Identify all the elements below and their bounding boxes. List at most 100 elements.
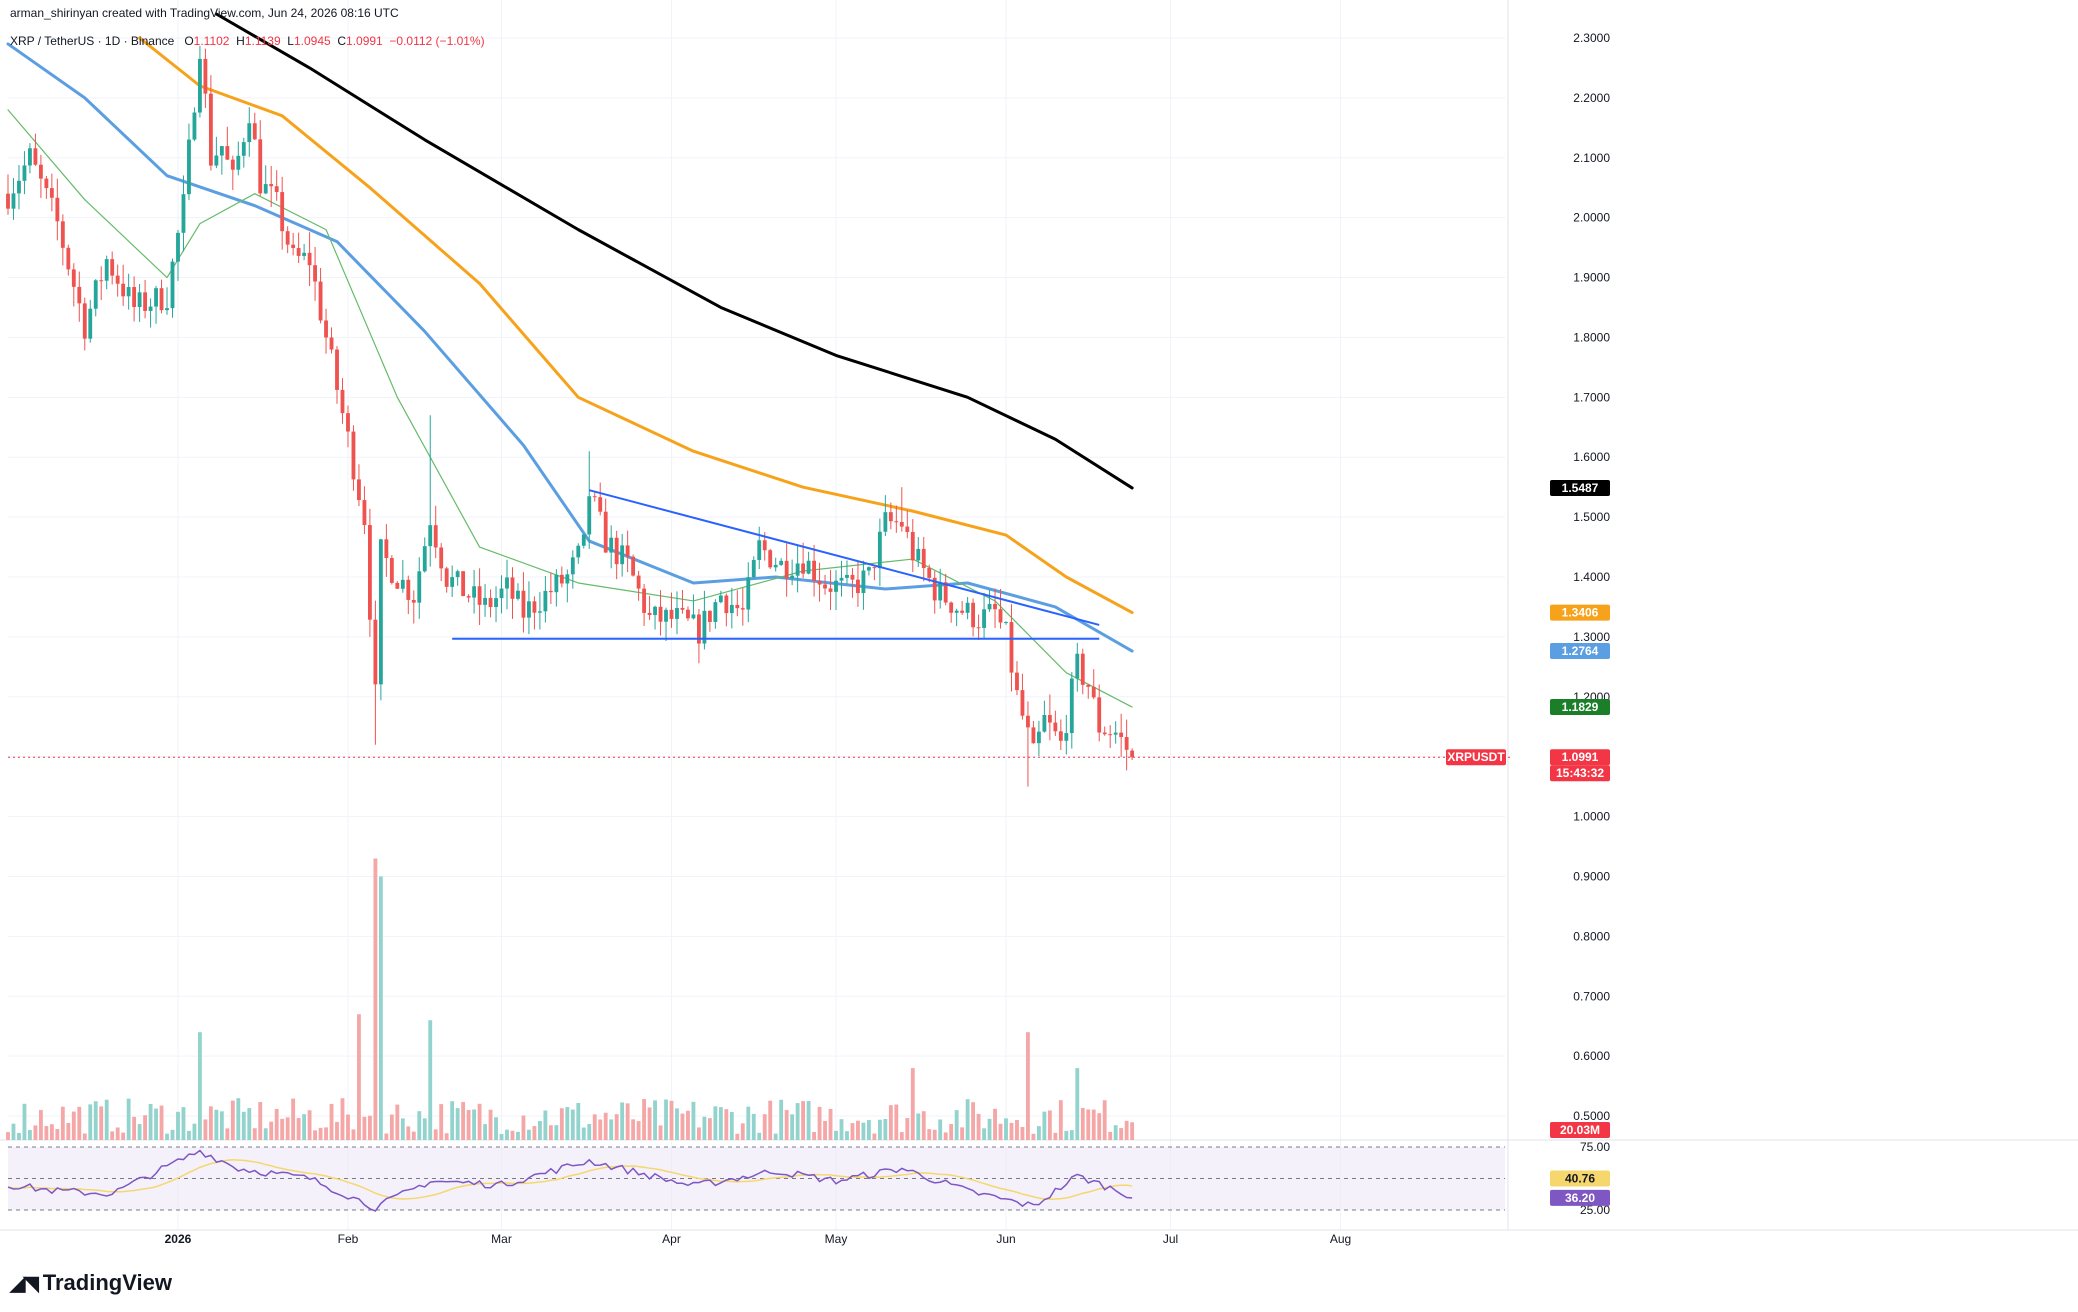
rsi-value-label: 36.20 xyxy=(1565,1191,1595,1205)
price-label: 1.3406 xyxy=(1562,606,1599,620)
volume-bar xyxy=(866,1120,871,1140)
volume-bar xyxy=(60,1106,65,1140)
candle-body xyxy=(1047,714,1052,723)
candle-body xyxy=(340,389,345,414)
volume-bar xyxy=(740,1123,745,1140)
price-axis[interactable]: 2.3000 2.2000 2.1000 2.0000 1.9000 1.8000 1.70… xyxy=(1573,31,1610,1217)
candle-body xyxy=(718,595,723,603)
volume-bar xyxy=(88,1104,93,1140)
tradingview-brand[interactable]: ◢◥ TradingView xyxy=(10,1270,172,1296)
low-value: 1.0945 xyxy=(293,34,331,48)
volume-bar xyxy=(718,1107,723,1140)
volume-bar xyxy=(38,1110,43,1140)
candle-body xyxy=(55,197,60,222)
candle-body xyxy=(362,500,367,526)
moving-averages xyxy=(6,12,1134,708)
volume-bar xyxy=(521,1115,526,1140)
candle-body xyxy=(751,559,756,578)
volume-bar xyxy=(861,1122,866,1140)
candle-body xyxy=(850,574,855,580)
candle-body xyxy=(702,610,707,644)
volume-bar xyxy=(44,1126,49,1140)
tradingview-logo-icon: ◢◥ xyxy=(10,1273,39,1295)
volume-bar xyxy=(406,1126,411,1140)
candle-body xyxy=(269,184,274,187)
volume-bar xyxy=(324,1127,328,1140)
volume-bar xyxy=(302,1114,307,1140)
volume-bar xyxy=(751,1113,756,1140)
price-label-bg xyxy=(1550,765,1610,782)
volume-bar xyxy=(1036,1126,1041,1140)
brand-name: TradingView xyxy=(42,1270,172,1295)
volume-bar xyxy=(252,1128,257,1140)
volume-bar xyxy=(230,1100,235,1140)
candle-body xyxy=(729,604,734,614)
price-tick-label: 1.8000 xyxy=(1573,330,1610,344)
volume-bars xyxy=(6,858,1135,1140)
volume-bar xyxy=(598,1119,603,1140)
candle-body xyxy=(938,582,943,601)
volume-bar xyxy=(33,1125,38,1140)
volume-bar xyxy=(165,1133,169,1140)
volume-bar xyxy=(636,1121,641,1140)
candle-body xyxy=(444,568,449,587)
candle-body xyxy=(395,582,400,589)
rsi-ma-line xyxy=(7,1159,1133,1201)
candle-body xyxy=(812,560,816,581)
candle-body xyxy=(510,577,515,599)
candle-body xyxy=(296,247,301,256)
candle-body xyxy=(537,611,542,613)
candle-body xyxy=(450,577,455,587)
candle-body xyxy=(285,231,290,245)
volume-bar xyxy=(680,1113,685,1140)
volume-bar xyxy=(965,1099,970,1140)
candle-body xyxy=(916,548,921,561)
candle-body xyxy=(82,303,87,339)
volume-bar xyxy=(565,1107,570,1140)
volume-bar xyxy=(49,1124,54,1140)
volume-bar xyxy=(960,1127,965,1140)
volume-bar xyxy=(28,1129,32,1140)
candle-body xyxy=(17,180,21,194)
volume-bar xyxy=(570,1109,575,1140)
volume-bar xyxy=(1004,1118,1008,1140)
candle-body xyxy=(823,584,827,589)
volume-bar xyxy=(812,1132,816,1140)
candle-body xyxy=(307,252,312,266)
volume-bar xyxy=(187,1130,191,1140)
volume-bar xyxy=(1026,1032,1030,1140)
volume-bar xyxy=(55,1128,60,1140)
time-axis[interactable]: 2026 Feb Mar Apr May Jun Jul Aug xyxy=(165,1232,1352,1246)
candle-body xyxy=(1097,697,1102,733)
volume-bar xyxy=(916,1113,921,1140)
change-value: −0.0112 (−1.01%) xyxy=(389,34,485,48)
price-tick-label: 0.5000 xyxy=(1573,1109,1610,1123)
price-tick-label: 1.6000 xyxy=(1573,450,1610,464)
candle-body xyxy=(647,612,652,616)
candle-body xyxy=(329,337,334,350)
trendlines[interactable] xyxy=(8,489,1510,758)
candle-body xyxy=(1053,722,1058,732)
volume-bar xyxy=(834,1130,838,1140)
open-value: 1.1102 xyxy=(193,34,230,48)
volume-bar xyxy=(669,1100,674,1140)
volume-bar xyxy=(494,1117,498,1140)
volume-bar xyxy=(993,1108,997,1140)
candle-body xyxy=(905,526,910,532)
candle-body xyxy=(691,614,696,619)
candle-body xyxy=(461,571,466,597)
volume-bar xyxy=(203,1119,208,1140)
volume-bar xyxy=(307,1110,312,1140)
candle-body xyxy=(631,556,636,576)
volume-bar xyxy=(581,1127,586,1140)
volume-bar xyxy=(1130,1122,1135,1140)
volume-bar xyxy=(71,1111,76,1140)
volume-bar xyxy=(219,1111,224,1140)
candle-body xyxy=(400,579,405,589)
price-label-symbol-bg xyxy=(1446,749,1506,766)
candle-body xyxy=(669,609,674,619)
volume-bar xyxy=(1080,1107,1085,1140)
candle-body xyxy=(203,58,208,94)
candle-body xyxy=(543,590,548,612)
